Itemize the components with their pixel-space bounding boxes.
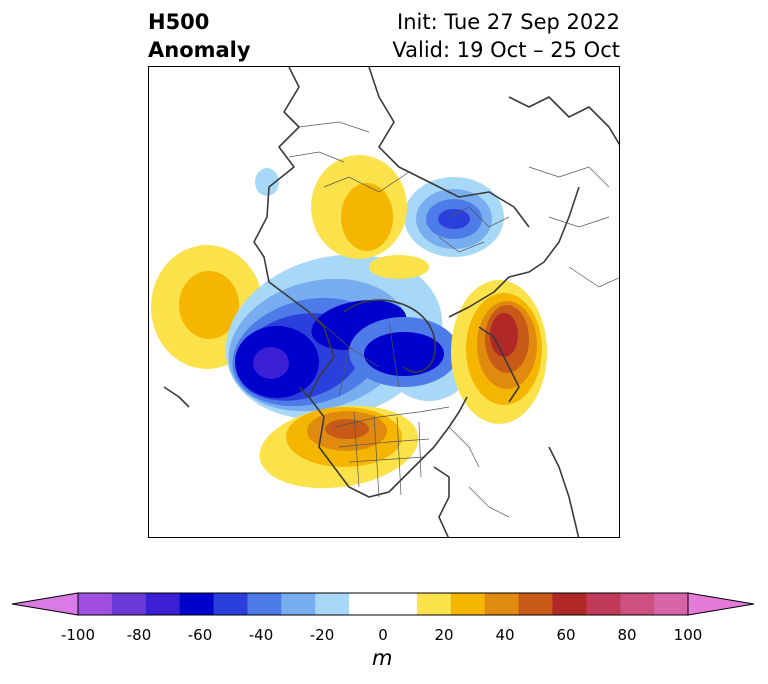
anomaly-map [148,66,620,538]
colorbar-segment [620,593,655,615]
init-date: Init: Tue 27 Sep 2022 [397,10,620,34]
colorbar-extend-max [687,592,755,616]
colorbar-tick-label: -40 [248,626,274,644]
colorbar-segment [586,593,621,615]
colorbar-tick-label: 20 [434,626,454,644]
coastlines [163,67,619,537]
colorbar-segment [450,593,486,615]
colorbar-tick-label: 80 [617,626,637,644]
colorbar-segment [281,593,316,615]
colorbar-tick-label: 60 [556,626,576,644]
map-canvas [151,67,619,537]
colorbar-segment [416,593,452,615]
colorbar-segment [247,593,282,615]
colorbar-tick-label: 100 [673,626,703,644]
colorbar-tick-label: 0 [378,626,388,644]
title-line-2: Anomaly [148,38,251,62]
colorbar-segment [315,593,350,615]
hudson-bay-trough [349,317,459,387]
barents-kara-trough [255,168,504,257]
colorbar-unit-label: m [372,646,393,670]
colorbar-frame [77,592,689,616]
colorbar-segment [179,593,215,615]
colorbar-segment [349,593,384,615]
date-info: Init: Tue 27 Sep 2022 Valid: 19 Oct – 25… [392,8,620,64]
colorbar-tick-label: -80 [126,626,152,644]
colorbar-segment [78,593,113,615]
colorbar-tick-label: 40 [495,626,515,644]
colorbar-segment [552,593,587,615]
title-line-1: H500 [148,10,210,34]
valid-range: Valid: 19 Oct – 25 Oct [392,38,620,62]
political-borders [288,121,619,518]
colorbar-extend-min [11,592,79,616]
colorbar-segment [213,593,248,615]
western-us-ridge [259,405,419,489]
colorbar-segment [518,593,553,615]
colorbar-ticks: -100 -80 -60 -40 -20 0 20 40 60 80 100 [0,626,768,646]
colorbar-segments [11,592,755,616]
colorbar-tick-label: -20 [309,626,335,644]
colorbar-segment [145,593,181,615]
siberia-ridge [311,155,429,279]
colorbar-segment [484,593,520,615]
colorbar-segment [654,593,689,615]
colorbar-tick-label: -100 [60,626,96,644]
colorbar [11,592,755,616]
chart-title: H500 Anomaly [148,8,251,64]
colorbar-segment [383,593,418,615]
colorbar-segment [111,593,147,615]
colorbar-tick-label: -60 [187,626,213,644]
scandinavia-ridge [451,280,547,424]
